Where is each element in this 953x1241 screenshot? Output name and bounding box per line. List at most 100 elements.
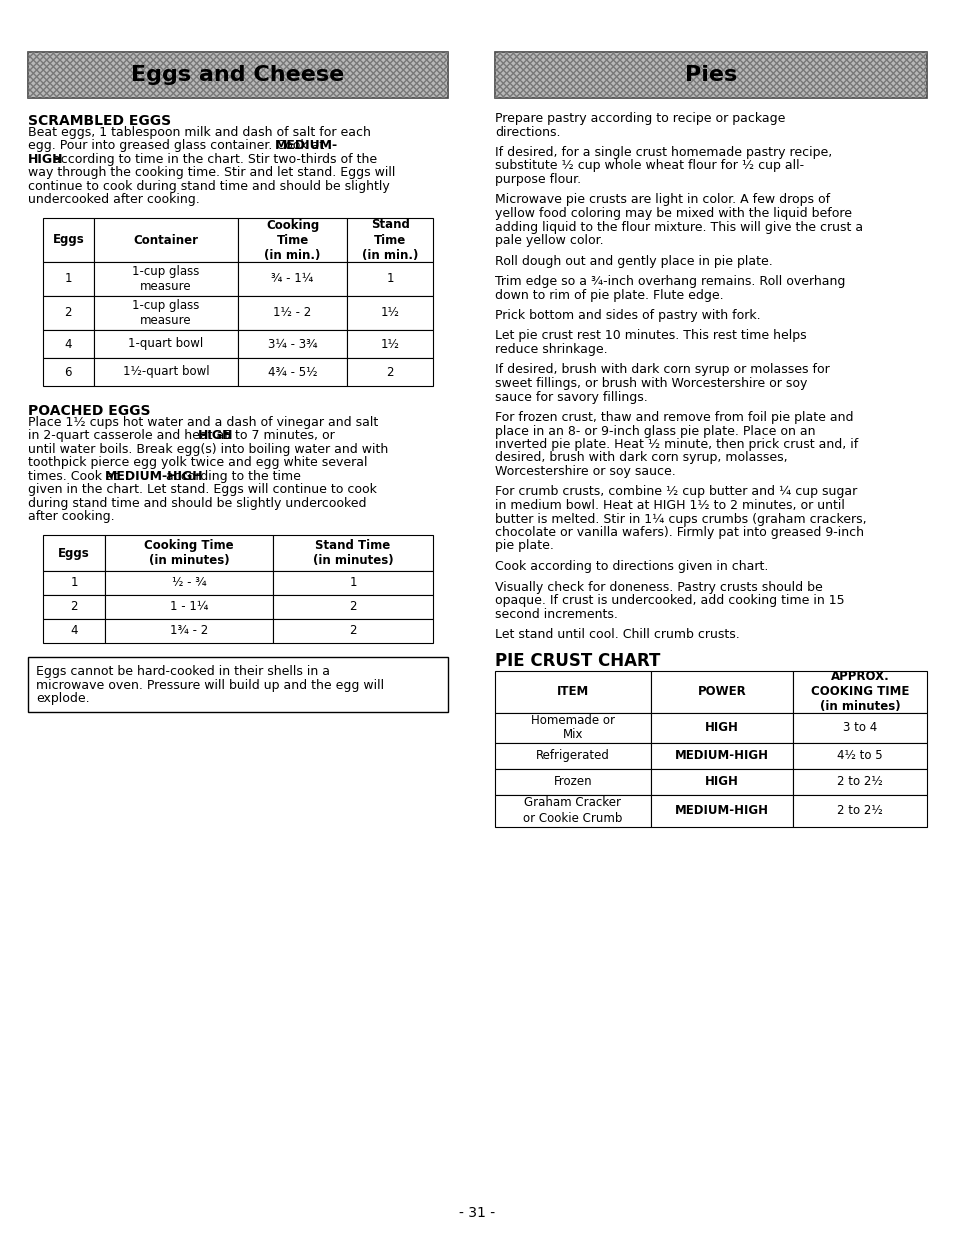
Text: substitute ½ cup whole wheat flour for ½ cup all-: substitute ½ cup whole wheat flour for ½…	[495, 160, 803, 172]
Text: Let pie crust rest 10 minutes. This rest time helps: Let pie crust rest 10 minutes. This rest…	[495, 330, 806, 343]
Text: Eggs cannot be hard-cooked in their shells in a: Eggs cannot be hard-cooked in their shel…	[36, 665, 330, 678]
Text: Stand
Time
(in min.): Stand Time (in min.)	[361, 218, 417, 262]
Text: For crumb crusts, combine ½ cup butter and ¼ cup sugar: For crumb crusts, combine ½ cup butter a…	[495, 485, 857, 499]
Bar	[495, 52, 926, 98]
Bar	[495, 52, 926, 98]
Text: continue to cook during stand time and should be slightly: continue to cook during stand time and s…	[28, 180, 390, 192]
Text: Homemade or
Mix: Homemade or Mix	[530, 714, 614, 742]
Bar	[792, 742, 926, 768]
Text: HIGH: HIGH	[704, 774, 738, 788]
Bar	[273, 571, 433, 594]
Text: undercooked after cooking.: undercooked after cooking.	[28, 194, 199, 206]
Text: during stand time and should be slightly undercooked: during stand time and should be slightly…	[28, 496, 366, 510]
Text: way through the cooking time. Stir and let stand. Eggs will: way through the cooking time. Stir and l…	[28, 166, 395, 179]
Text: according to the time: according to the time	[162, 470, 300, 483]
Text: Prick bottom and sides of pastry with fork.: Prick bottom and sides of pastry with fo…	[495, 309, 760, 321]
Bar	[495, 794, 650, 827]
Bar	[105, 594, 273, 619]
Text: desired, brush with dark corn syrup, molasses,: desired, brush with dark corn syrup, mol…	[495, 452, 787, 464]
Text: ITEM: ITEM	[556, 685, 588, 697]
Text: until water boils. Break egg(s) into boiling water and with: until water boils. Break egg(s) into boi…	[28, 443, 388, 455]
Bar	[105, 535, 273, 571]
Text: explode.: explode.	[36, 692, 90, 705]
Text: pale yellow color.: pale yellow color.	[495, 235, 603, 247]
Text: 1-cup glass
measure: 1-cup glass measure	[132, 266, 199, 293]
Text: Cooking Time
(in minutes): Cooking Time (in minutes)	[144, 539, 233, 567]
Text: - 31 -: - 31 -	[458, 1206, 495, 1220]
Text: 1: 1	[65, 273, 72, 285]
Text: 3 to 4: 3 to 4	[842, 721, 876, 733]
Bar	[28, 52, 448, 98]
Text: Visually check for doneness. Pastry crusts should be: Visually check for doneness. Pastry crus…	[495, 581, 821, 593]
Text: 1: 1	[386, 273, 394, 285]
Text: PIE CRUST CHART: PIE CRUST CHART	[495, 653, 659, 670]
Text: HIGH: HIGH	[197, 429, 233, 442]
Text: MEDIUM-HIGH: MEDIUM-HIGH	[674, 804, 768, 817]
Text: opaque. If crust is undercooked, add cooking time in 15: opaque. If crust is undercooked, add coo…	[495, 594, 843, 607]
Text: Microwave pie crusts are light in color. A few drops of: Microwave pie crusts are light in color.…	[495, 194, 829, 206]
Text: 1 - 1¼: 1 - 1¼	[170, 601, 208, 613]
Text: sauce for savory fillings.: sauce for savory fillings.	[495, 391, 647, 403]
Bar	[495, 768, 650, 794]
Bar	[93, 357, 237, 386]
Text: Trim edge so a ¾-inch overhang remains. Roll overhang: Trim edge so a ¾-inch overhang remains. …	[495, 276, 844, 288]
Text: Eggs: Eggs	[58, 546, 90, 560]
Text: 2: 2	[349, 601, 356, 613]
Text: chocolate or vanilla wafers). Firmly pat into greased 9-inch: chocolate or vanilla wafers). Firmly pat…	[495, 526, 863, 539]
Bar	[237, 262, 347, 297]
Text: 3¼ - 3¾: 3¼ - 3¾	[268, 338, 317, 350]
Bar	[792, 712, 926, 742]
Text: If desired, for a single crust homemade pastry recipe,: If desired, for a single crust homemade …	[495, 146, 831, 159]
Text: 2: 2	[349, 624, 356, 638]
Text: MEDIUM-HIGH: MEDIUM-HIGH	[674, 750, 768, 762]
Bar	[650, 742, 792, 768]
Text: pie plate.: pie plate.	[495, 540, 554, 552]
Bar	[237, 330, 347, 357]
Bar	[347, 357, 433, 386]
Text: HIGH: HIGH	[704, 721, 738, 733]
Bar	[495, 670, 650, 712]
Bar	[237, 297, 347, 330]
Text: sweet fillings, or brush with Worcestershire or soy: sweet fillings, or brush with Worcesters…	[495, 377, 806, 390]
Text: Container: Container	[133, 233, 198, 247]
Text: toothpick pierce egg yolk twice and egg white several: toothpick pierce egg yolk twice and egg …	[28, 457, 367, 469]
Text: 1½-quart bowl: 1½-quart bowl	[122, 366, 209, 379]
Bar	[650, 794, 792, 827]
Text: Frozen: Frozen	[553, 774, 592, 788]
Text: Stand Time
(in minutes): Stand Time (in minutes)	[313, 539, 393, 567]
Bar	[792, 794, 926, 827]
Text: butter is melted. Stir in 1¼ cups crumbs (graham crackers,: butter is melted. Stir in 1¼ cups crumbs…	[495, 513, 865, 525]
Text: purpose flour.: purpose flour.	[495, 172, 580, 186]
Bar	[43, 218, 93, 262]
Bar	[93, 297, 237, 330]
Bar	[43, 357, 93, 386]
Text: If desired, brush with dark corn syrup or molasses for: If desired, brush with dark corn syrup o…	[495, 364, 829, 376]
Text: Pies: Pies	[684, 65, 737, 84]
Bar	[28, 52, 448, 98]
Text: Worcestershire or soy sauce.: Worcestershire or soy sauce.	[495, 465, 675, 478]
Bar	[347, 218, 433, 262]
Bar	[43, 535, 105, 571]
Text: MEDIUM-: MEDIUM-	[274, 139, 338, 153]
Text: Prepare pastry according to recipe or package: Prepare pastry according to recipe or pa…	[495, 112, 784, 125]
Text: 1¾ - 2: 1¾ - 2	[170, 624, 208, 638]
Text: down to rim of pie plate. Flute edge.: down to rim of pie plate. Flute edge.	[495, 288, 723, 302]
Text: 1-quart bowl: 1-quart bowl	[128, 338, 203, 350]
Text: MEDIUM-HIGH: MEDIUM-HIGH	[105, 470, 204, 483]
Text: egg. Pour into greased glass container. Cook at: egg. Pour into greased glass container. …	[28, 139, 328, 153]
Bar	[650, 712, 792, 742]
Bar	[28, 656, 448, 711]
Text: in 2-quart casserole and heat at: in 2-quart casserole and heat at	[28, 429, 233, 442]
Text: given in the chart. Let stand. Eggs will continue to cook: given in the chart. Let stand. Eggs will…	[28, 483, 376, 496]
Text: after cooking.: after cooking.	[28, 510, 114, 524]
Bar	[93, 330, 237, 357]
Text: 1: 1	[71, 577, 78, 589]
Text: For frozen crust, thaw and remove from foil pie plate and: For frozen crust, thaw and remove from f…	[495, 411, 853, 424]
Text: second increments.: second increments.	[495, 608, 618, 620]
Text: ½ - ¾: ½ - ¾	[172, 577, 207, 589]
Bar	[792, 670, 926, 712]
Text: 6: 6	[65, 366, 72, 379]
Bar	[273, 619, 433, 643]
Text: 1½ - 2: 1½ - 2	[274, 307, 312, 319]
Text: 4½ to 5: 4½ to 5	[837, 750, 882, 762]
